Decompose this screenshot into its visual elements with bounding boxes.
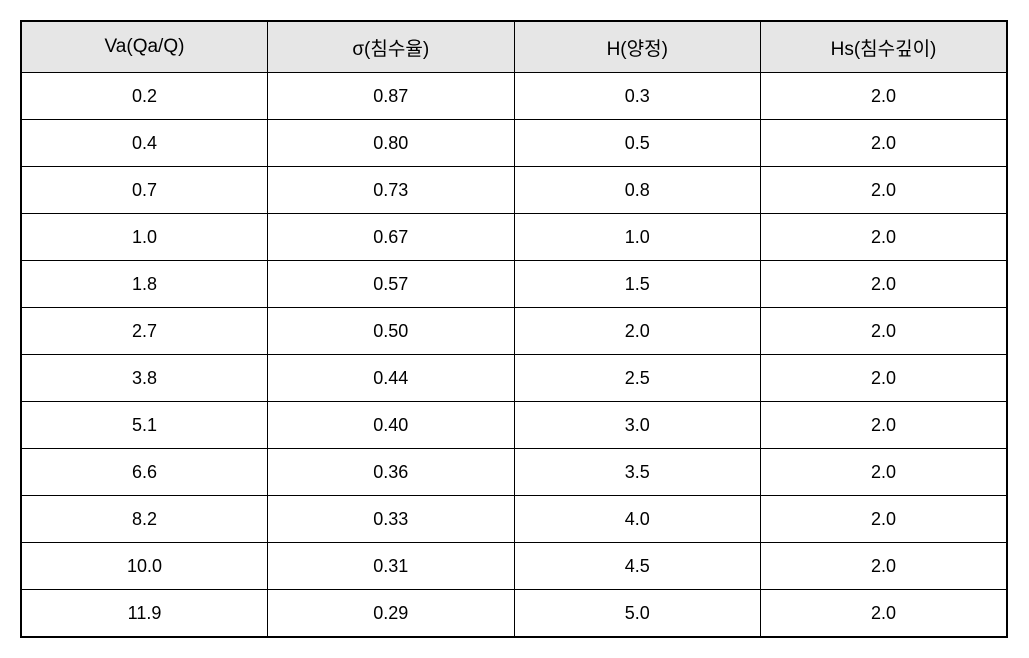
table-cell: 0.29	[268, 590, 515, 638]
table-cell: 0.36	[268, 449, 515, 496]
table-cell: 0.8	[514, 167, 761, 214]
table-cell: 11.9	[21, 590, 268, 638]
table-cell: 2.0	[761, 590, 1008, 638]
table-row: 0.20.870.32.0	[21, 73, 1007, 120]
table-cell: 0.67	[268, 214, 515, 261]
table-cell: 0.5	[514, 120, 761, 167]
table-cell: 0.33	[268, 496, 515, 543]
table-row: 2.70.502.02.0	[21, 308, 1007, 355]
table-cell: 4.0	[514, 496, 761, 543]
table-cell: 3.5	[514, 449, 761, 496]
table-cell: 0.57	[268, 261, 515, 308]
data-table-container: Va(Qa/Q)σ(침수율)H(양정)Hs(침수깊이) 0.20.870.32.…	[20, 20, 1008, 638]
table-row: 0.70.730.82.0	[21, 167, 1007, 214]
table-cell: 2.5	[514, 355, 761, 402]
table-cell: 0.4	[21, 120, 268, 167]
table-cell: 2.0	[761, 261, 1008, 308]
column-header-3: Hs(침수깊이)	[761, 21, 1008, 73]
table-body: 0.20.870.32.00.40.800.52.00.70.730.82.01…	[21, 73, 1007, 638]
table-cell: 1.5	[514, 261, 761, 308]
table-cell: 5.1	[21, 402, 268, 449]
table-cell: 10.0	[21, 543, 268, 590]
table-header-row: Va(Qa/Q)σ(침수율)H(양정)Hs(침수깊이)	[21, 21, 1007, 73]
table-cell: 1.0	[514, 214, 761, 261]
table-cell: 2.0	[761, 449, 1008, 496]
table-row: 8.20.334.02.0	[21, 496, 1007, 543]
table-cell: 4.5	[514, 543, 761, 590]
table-cell: 2.0	[761, 308, 1008, 355]
table-cell: 2.0	[761, 355, 1008, 402]
table-row: 3.80.442.52.0	[21, 355, 1007, 402]
table-cell: 0.73	[268, 167, 515, 214]
table-cell: 2.0	[761, 496, 1008, 543]
table-cell: 8.2	[21, 496, 268, 543]
table-cell: 1.0	[21, 214, 268, 261]
column-header-1: σ(침수율)	[268, 21, 515, 73]
table-cell: 0.2	[21, 73, 268, 120]
table-cell: 0.3	[514, 73, 761, 120]
table-head: Va(Qa/Q)σ(침수율)H(양정)Hs(침수깊이)	[21, 21, 1007, 73]
table-cell: 0.87	[268, 73, 515, 120]
table-row: 6.60.363.52.0	[21, 449, 1007, 496]
table-row: 1.00.671.02.0	[21, 214, 1007, 261]
table-row: 10.00.314.52.0	[21, 543, 1007, 590]
table-cell: 3.8	[21, 355, 268, 402]
table-cell: 2.7	[21, 308, 268, 355]
table-cell: 3.0	[514, 402, 761, 449]
column-header-0: Va(Qa/Q)	[21, 21, 268, 73]
table-cell: 2.0	[761, 214, 1008, 261]
table-cell: 0.80	[268, 120, 515, 167]
table-cell: 0.7	[21, 167, 268, 214]
table-cell: 2.0	[761, 73, 1008, 120]
table-row: 1.80.571.52.0	[21, 261, 1007, 308]
column-header-2: H(양정)	[514, 21, 761, 73]
table-cell: 2.0	[761, 167, 1008, 214]
table-cell: 2.0	[761, 402, 1008, 449]
table-row: 0.40.800.52.0	[21, 120, 1007, 167]
table-cell: 0.44	[268, 355, 515, 402]
table-cell: 1.8	[21, 261, 268, 308]
table-cell: 2.0	[761, 120, 1008, 167]
table-cell: 0.31	[268, 543, 515, 590]
table-cell: 0.40	[268, 402, 515, 449]
table-cell: 0.50	[268, 308, 515, 355]
table-row: 5.10.403.02.0	[21, 402, 1007, 449]
table-cell: 2.0	[761, 543, 1008, 590]
table-cell: 5.0	[514, 590, 761, 638]
table-cell: 6.6	[21, 449, 268, 496]
table-row: 11.90.295.02.0	[21, 590, 1007, 638]
table-cell: 2.0	[514, 308, 761, 355]
data-table: Va(Qa/Q)σ(침수율)H(양정)Hs(침수깊이) 0.20.870.32.…	[20, 20, 1008, 638]
